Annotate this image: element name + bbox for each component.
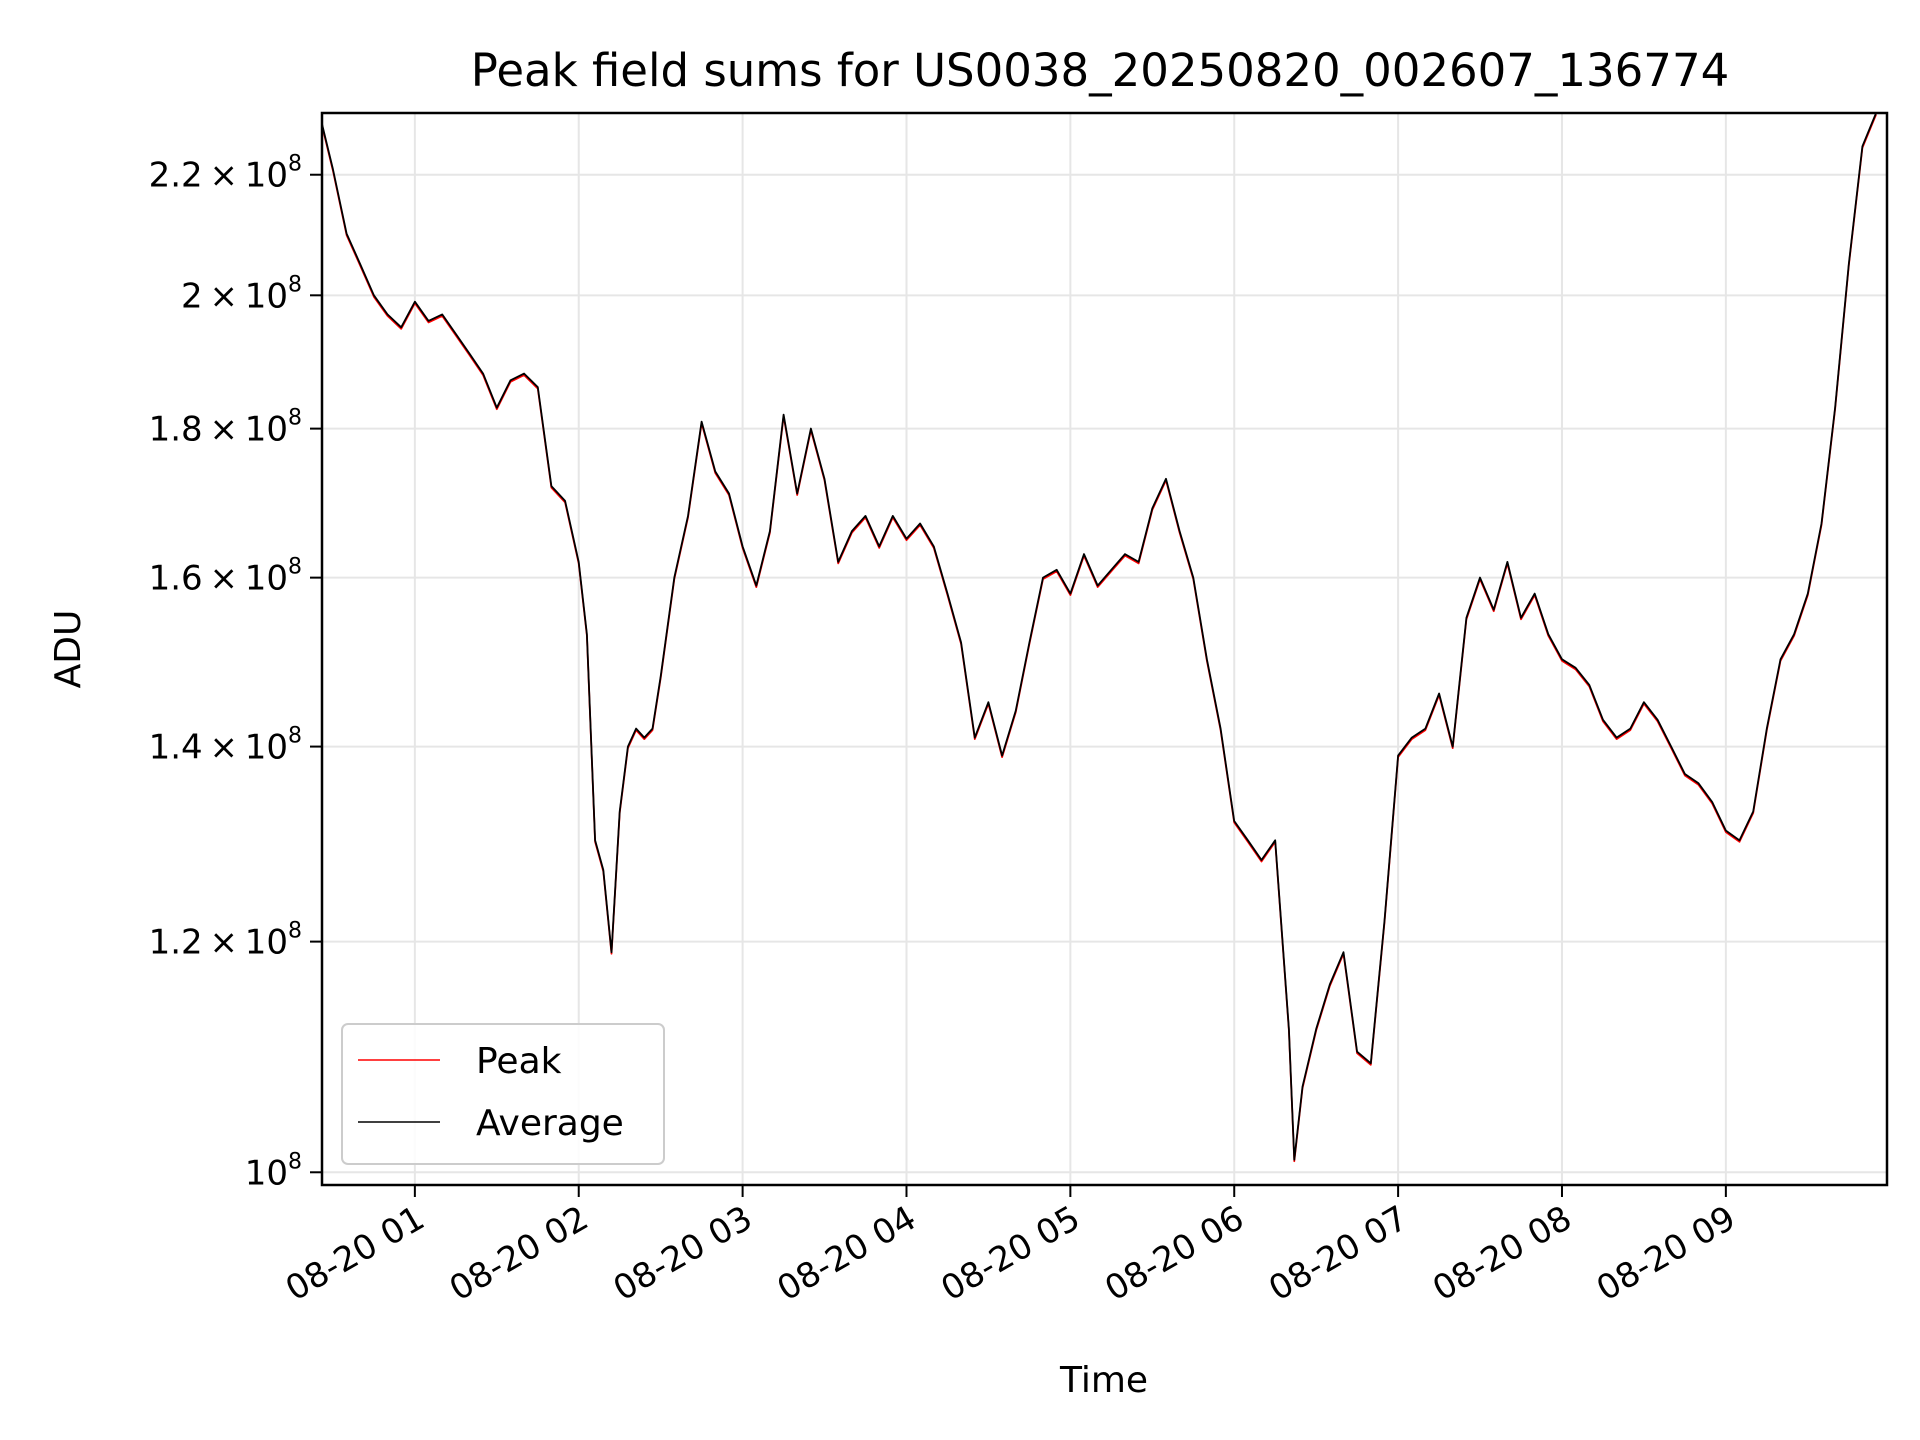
x-axis-label: Time	[1059, 1360, 1148, 1401]
y-tick-label: 108	[245, 1149, 302, 1193]
legend-label-peak: Peak	[476, 1041, 562, 1082]
plot-frame	[320, 111, 1889, 1187]
chart-title: Peak field sums for US0038_20250820_0026…	[471, 44, 1729, 97]
legend: Peak Average	[341, 1023, 665, 1165]
y-tick-label: 1.4 × 108	[149, 724, 302, 768]
y-tick-label: 1.8 × 108	[149, 406, 302, 450]
series-line-average	[321, 112, 1877, 1161]
legend-box	[341, 1023, 665, 1165]
y-axis: 108 1.2 × 108 1.4 × 108 1.6 × 108 1.8 × 108 2…	[149, 152, 322, 1193]
legend-label-average: Average	[476, 1103, 624, 1144]
y-axis-label: ADU	[48, 610, 89, 689]
y-tick-label: 1.6 × 108	[149, 555, 302, 599]
y-tick-label: 2.2 × 108	[149, 152, 302, 196]
y-tick-label: 1.2 × 108	[149, 919, 302, 963]
series-layer	[321, 112, 1877, 1163]
y-tick-label: 2 × 108	[181, 272, 302, 316]
